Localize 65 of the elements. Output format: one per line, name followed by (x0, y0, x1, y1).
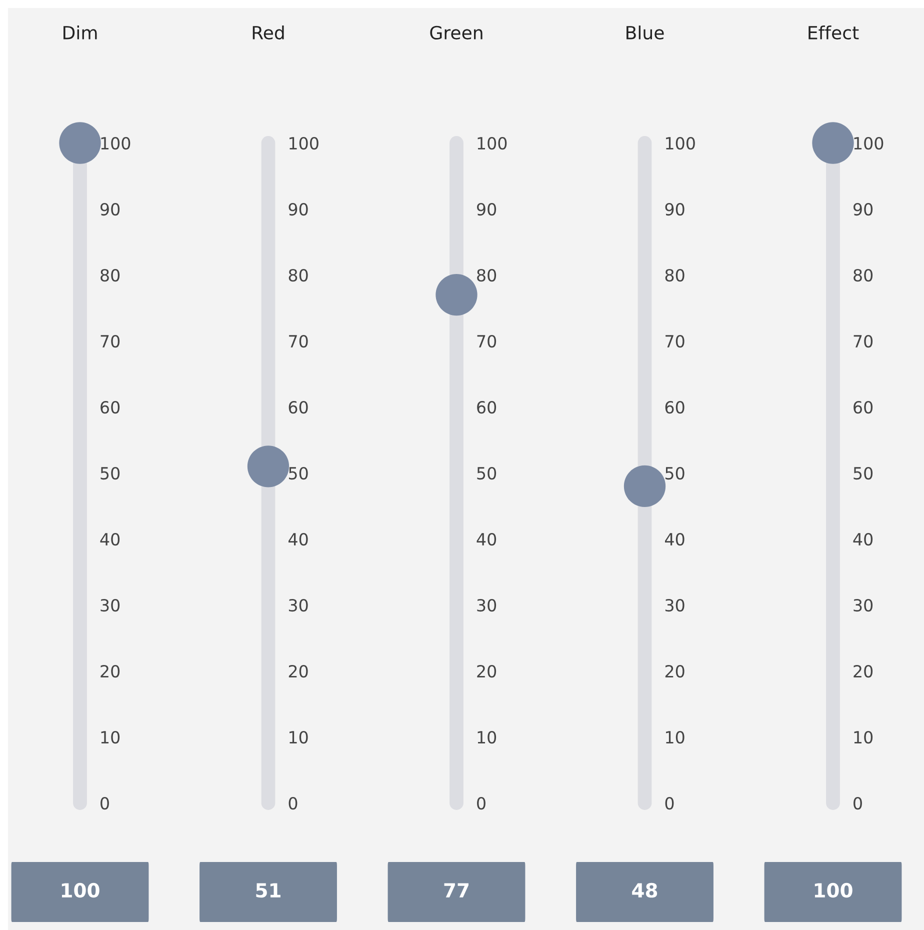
y-tick-label: 90 (288, 202, 308, 216)
y-tick-label: 40 (665, 532, 684, 546)
y-tick-label: 100 (854, 136, 884, 150)
y-tick-label: 20 (288, 664, 308, 678)
y-tick-label: 30 (477, 598, 496, 612)
y-tick-label: 20 (665, 664, 684, 678)
y-tick-label: 10 (666, 730, 684, 744)
y-tick-label: 0 (288, 796, 298, 810)
y-tick-label: 70 (666, 334, 684, 348)
y-tick-label: 80 (100, 268, 120, 282)
y-tick-label: 60 (477, 400, 496, 414)
y-tick-label: 30 (854, 598, 873, 612)
y-tick-label: 0 (854, 796, 862, 810)
text: 51 (256, 883, 280, 898)
y-tick-label: 70 (289, 334, 308, 348)
y-tick-label: 40 (853, 532, 873, 546)
y-tick-label: 80 (665, 268, 684, 282)
y-tick-label: 40 (288, 532, 308, 546)
y-tick-label: 70 (854, 334, 873, 348)
y-tick-label: 30 (100, 598, 120, 612)
y-tick-label: 100 (290, 136, 318, 150)
y-tick-label: 10 (290, 730, 308, 744)
y-tick-label: 40 (100, 532, 120, 546)
y-tick-label: 10 (101, 730, 120, 744)
y-tick-label: 20 (100, 664, 120, 678)
y-tick-label: 40 (476, 532, 496, 546)
y-tick-label: 20 (477, 664, 496, 678)
y-tick-label: 50 (665, 466, 684, 480)
y-tick-label: 70 (100, 334, 120, 348)
y-tick-label: 90 (853, 202, 873, 216)
y-tick-label: 50 (100, 466, 120, 480)
x-tick-label: Blue (626, 26, 664, 40)
x-tick-label: Green (430, 26, 482, 40)
y-tick-label: 30 (288, 598, 308, 612)
y-tick-label: 50 (477, 466, 496, 480)
text: 100 (814, 882, 852, 898)
y-tick-label: 10 (854, 730, 873, 744)
y-tick-label: 20 (854, 664, 873, 678)
y-tick-label: 70 (477, 334, 496, 348)
y-tick-label: 80 (854, 268, 873, 282)
y-tick-label: 50 (854, 466, 873, 480)
y-tick-label: 90 (476, 202, 496, 216)
y-tick-label: 80 (477, 268, 496, 282)
y-tick-label: 100 (101, 136, 130, 150)
y-tick-label: 60 (288, 400, 308, 414)
text: 48 (632, 882, 658, 898)
y-tick-label: 90 (100, 202, 120, 216)
y-tick-label: 60 (100, 400, 120, 414)
text: 77 (444, 883, 468, 898)
y-tick-label: 100 (478, 136, 507, 150)
text: 100 (62, 882, 100, 898)
y-tick-label: 90 (665, 202, 684, 216)
y-tick-label: 50 (288, 466, 308, 480)
x-tick-label: Effect (808, 26, 859, 40)
y-tick-label: 60 (665, 400, 684, 414)
x-tick-label: Red (252, 26, 284, 40)
y-tick-label: 60 (854, 400, 873, 414)
y-tick-label: 80 (288, 268, 308, 282)
y-tick-label: 30 (665, 598, 684, 612)
y-tick-label: 100 (666, 136, 695, 150)
x-tick-label: Dim (64, 26, 97, 40)
y-tick-label: 10 (478, 730, 496, 744)
y-tick-label: 0 (100, 796, 109, 810)
y-tick-label: 0 (665, 796, 674, 810)
y-tick-label: 0 (477, 796, 486, 810)
